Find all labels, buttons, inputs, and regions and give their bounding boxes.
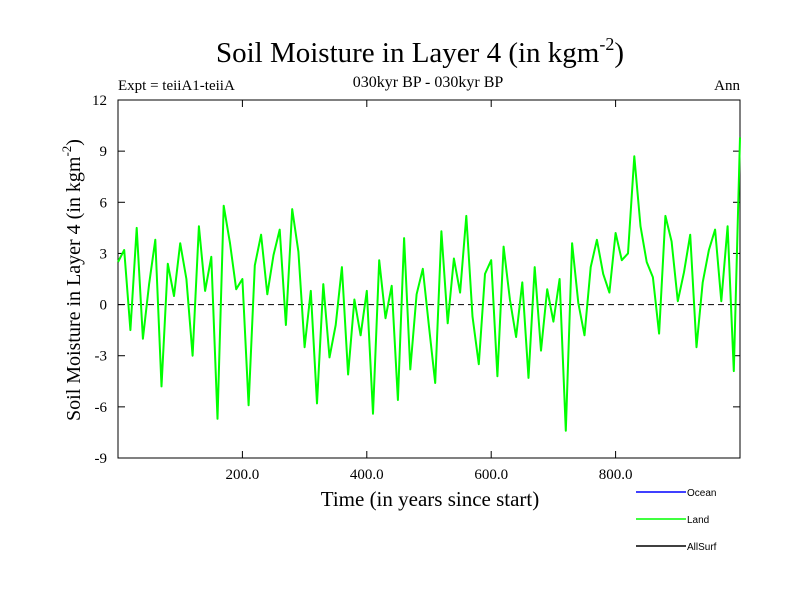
y-axis-label-text: Soil Moisture in Layer 4 (in kgm (63, 156, 85, 421)
x-tick-label: 400.0 (350, 467, 384, 483)
y-tick-label: 3 (100, 246, 108, 262)
experiment-label: Expt = teiiA1-teiiA (118, 78, 235, 94)
x-axis-label: Time (in years since start) (321, 487, 540, 511)
y-axis-label-close: ) (63, 139, 85, 146)
x-tick-label: 200.0 (226, 467, 260, 483)
plot-frame (117, 99, 741, 459)
legend: Ocean Land AllSurf (636, 488, 717, 553)
chart-title-text: Soil Moisture in Layer 4 (in kgm (216, 37, 600, 69)
y-tick-label: 0 (100, 298, 108, 314)
series-line-land (117, 137, 741, 432)
chart-subtitle: 030kyr BP - 030kyr BP (353, 74, 504, 91)
y-tick-label: 9 (100, 144, 108, 160)
y-tick-label: 6 (100, 195, 108, 211)
chart-title-superscript: -2 (599, 34, 614, 54)
legend-label-land: Land (687, 515, 709, 526)
y-tick-label: 12 (92, 93, 107, 109)
y-axis-label: Soil Moisture in Layer 4 (in kgm-2) (59, 139, 85, 421)
season-label: Ann (714, 78, 740, 94)
legend-label-ocean: Ocean (687, 488, 716, 499)
chart-title: Soil Moisture in Layer 4 (in kgm-2) (216, 34, 624, 69)
y-tick-label: -6 (95, 400, 108, 416)
x-tick-label: 800.0 (599, 467, 633, 483)
legend-label-allsurf: AllSurf (687, 542, 717, 553)
y-tick-label: -9 (95, 451, 108, 467)
y-axis-label-superscript: -2 (59, 146, 74, 157)
x-tick-label: 600.0 (474, 467, 508, 483)
plot-area: 200.0 400.0 600.0 800.0 -9 -6 -3 0 3 6 9 12 (92, 93, 741, 483)
chart-title-close: ) (614, 37, 624, 69)
y-tick-label: -3 (95, 349, 108, 365)
